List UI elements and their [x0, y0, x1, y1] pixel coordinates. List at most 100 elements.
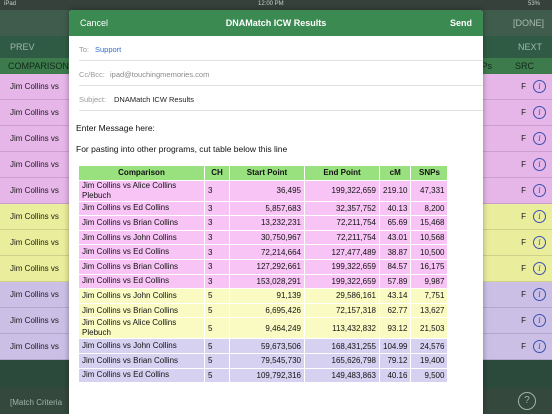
cc-bcc-value[interactable]: ipad@touchingmemories.com	[110, 70, 210, 79]
end-point-cell: 113,432,832	[304, 317, 380, 340]
end-point-cell: 72,211,754	[304, 229, 380, 246]
comparison-cell: Jim Collins vs Alice Collins Plebuch	[78, 317, 205, 340]
cc-bcc-label: Cc/Bcc:	[79, 70, 105, 79]
snps-cell: 21,503	[410, 317, 449, 340]
subject-label: Subject:	[79, 95, 107, 104]
comparison-cell: Jim Collins vs Brian Collins	[78, 352, 205, 369]
info-icon[interactable]: i	[533, 132, 546, 145]
info-icon[interactable]: i	[533, 262, 546, 275]
background-row-src: F	[521, 264, 526, 273]
comparison-cell: Jim Collins vs Brian Collins	[78, 258, 205, 275]
cm-cell: 104.99	[378, 338, 412, 354]
compose-title: DNAMatch ICW Results	[225, 18, 327, 28]
status-bar: iPad 12:00 PM 53%	[0, 0, 552, 10]
snps-cell: 7,751	[410, 288, 449, 304]
table-row: Jim Collins vs Brian Collins 3 13,232,231 7…	[78, 215, 449, 231]
cm-cell: 79.12	[378, 352, 412, 369]
cm-cell: 219.10	[378, 179, 412, 202]
snps-column-header: Ps	[481, 61, 492, 71]
comparison-column-header: COMPARISON	[8, 61, 69, 71]
background-row-name: Jim Collins vs	[10, 186, 59, 195]
table-row: Jim Collins vs Brian Collins 3 127,292,661…	[78, 258, 449, 275]
background-row-name: Jim Collins vs	[10, 342, 59, 351]
end-point-cell: 199,322,659	[304, 273, 380, 290]
ch-cell: 5	[204, 317, 230, 340]
cm-cell: 93.12	[378, 317, 412, 340]
done-button[interactable]: [DONE]	[512, 18, 544, 28]
cm-cell: 38.87	[378, 244, 412, 260]
start-point-cell: 36,495	[229, 179, 305, 202]
start-point-cell: 13,232,231	[229, 215, 305, 231]
info-icon[interactable]: i	[533, 184, 546, 197]
comparison-cell: Jim Collins vs Alice Collins Plebuch	[78, 179, 205, 202]
start-point-cell: 91,139	[229, 288, 305, 304]
prev-button[interactable]: PREV	[10, 42, 35, 52]
clock: 12:00 PM	[258, 1, 284, 7]
icw-results-table: Comparison CH Start Point End Point cM S…	[78, 165, 449, 384]
cm-cell: 65.69	[378, 215, 412, 231]
end-point-cell: 199,322,659	[304, 258, 380, 275]
start-point-cell: 72,214,664	[229, 244, 305, 260]
snps-header: SNPs	[410, 165, 449, 181]
start-point-header: Start Point	[229, 165, 305, 181]
background-row-name: Jim Collins vs	[10, 316, 59, 325]
start-point-cell: 30,750,967	[229, 229, 305, 246]
snps-cell: 10,568	[410, 229, 449, 246]
table-row: Jim Collins vs John Collins 5 91,139 29,586…	[78, 288, 449, 304]
next-button[interactable]: NEXT	[517, 42, 542, 52]
ch-cell: 5	[204, 288, 230, 304]
ch-cell: 5	[204, 338, 230, 354]
to-recipient[interactable]: Support	[95, 45, 122, 54]
info-icon[interactable]: i	[533, 314, 546, 327]
ch-cell: 3	[204, 229, 230, 246]
background-row-name: Jim Collins vs	[10, 108, 59, 117]
start-point-cell: 9,464,249	[229, 317, 305, 340]
subject-value[interactable]: DNAMatch ICW Results	[114, 95, 195, 104]
background-row-src: F	[521, 82, 526, 91]
snps-cell: 19,400	[410, 352, 449, 369]
cc-bcc-field[interactable]: Cc/Bcc: ipad@touchingmemories.com	[79, 61, 483, 86]
background-row-src: F	[521, 108, 526, 117]
info-icon[interactable]: i	[533, 288, 546, 301]
help-icon[interactable]: ?	[518, 392, 536, 410]
end-point-cell: 72,157,318	[304, 302, 380, 319]
info-icon[interactable]: i	[533, 80, 546, 93]
src-column-header: SRC	[514, 61, 534, 71]
end-point-header: End Point	[304, 165, 380, 181]
cancel-button[interactable]: Cancel	[80, 18, 109, 28]
ch-cell: 3	[204, 258, 230, 275]
end-point-cell: 165,626,798	[304, 352, 380, 369]
ch-header: CH	[204, 165, 230, 181]
cm-cell: 40.13	[378, 200, 412, 217]
table-row: Jim Collins vs Alice Collins Plebuch 3 36,…	[78, 179, 449, 202]
table-row: Jim Collins vs Brian Collins 5 79,545,730 1…	[78, 352, 449, 369]
to-label: To:	[79, 45, 90, 54]
battery-label: 53%	[527, 1, 540, 7]
start-point-cell: 5,857,683	[229, 200, 305, 217]
comparison-cell: Jim Collins vs Ed Collins	[78, 367, 205, 384]
to-field[interactable]: To: Support	[79, 36, 483, 61]
start-point-cell: 59,673,506	[229, 338, 305, 354]
comparison-cell: Jim Collins vs John Collins	[78, 229, 205, 246]
ch-cell: 3	[204, 179, 230, 202]
cm-cell: 40.16	[378, 367, 412, 384]
message-body-prompt[interactable]: Enter Message here:	[76, 123, 155, 133]
background-row-name: Jim Collins vs	[10, 82, 59, 91]
info-icon[interactable]: i	[533, 340, 546, 353]
background-row-src: F	[521, 342, 526, 351]
table-row: Jim Collins vs John Collins 3 30,750,967 72…	[78, 229, 449, 246]
background-row-src: F	[521, 316, 526, 325]
info-icon[interactable]: i	[533, 106, 546, 119]
ch-cell: 3	[204, 273, 230, 290]
background-row-name: Jim Collins vs	[10, 212, 59, 221]
send-button[interactable]: Send	[449, 18, 472, 28]
info-icon[interactable]: i	[533, 210, 546, 223]
info-icon[interactable]: i	[533, 236, 546, 249]
table-row: Jim Collins vs Brian Collins 5 6,695,426 72…	[78, 302, 449, 319]
match-criteria-button[interactable]: [Match Criteria	[10, 398, 63, 407]
snps-cell: 47,331	[410, 179, 449, 202]
subject-field[interactable]: Subject: DNAMatch ICW Results	[79, 86, 483, 111]
compose-header: Cancel DNAMatch ICW Results Send	[69, 10, 483, 36]
info-icon[interactable]: i	[533, 158, 546, 171]
table-body: Jim Collins vs Alice Collins Plebuch 3 36,…	[78, 179, 449, 384]
